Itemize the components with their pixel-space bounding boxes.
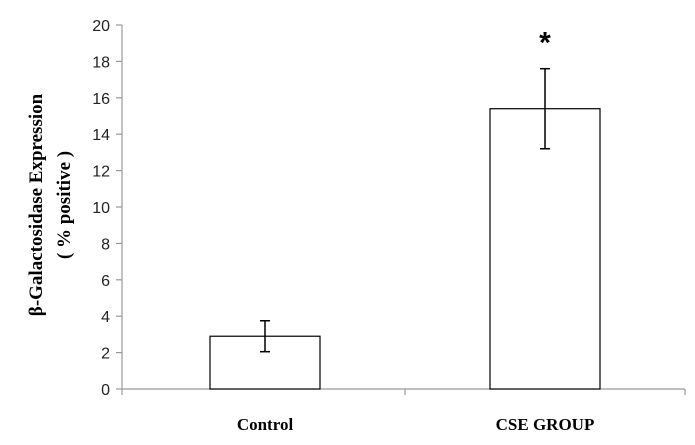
- y-tick-label: 14: [92, 127, 110, 144]
- y-axis-ticks: 0 2 4 6 8 10 12 14 16 18 20: [92, 18, 122, 399]
- error-bars: [260, 67, 550, 353]
- y-tick-label: 12: [92, 164, 110, 181]
- y-axis-label: β-Galactosidase Expression ( % positive …: [26, 93, 75, 316]
- y-tick-label: 18: [92, 54, 110, 71]
- y-tick-label: 10: [92, 200, 110, 217]
- significance-marker: *: [539, 27, 551, 60]
- y-tick-label: 0: [101, 382, 110, 399]
- y-tick-label: 16: [92, 91, 110, 108]
- y-tick-label: 20: [92, 18, 110, 35]
- x-axis-tick-labels: Control CSE GROUP: [237, 415, 595, 434]
- bars: [209, 108, 601, 390]
- y-tick-label: 2: [101, 346, 110, 363]
- x-tick-label: Control: [237, 415, 294, 434]
- y-tick-label: 8: [101, 236, 110, 253]
- bar: [209, 335, 321, 390]
- y-tick-label: 4: [101, 309, 110, 326]
- bar: [489, 108, 601, 390]
- significance-annotations: *: [539, 27, 551, 60]
- y-tick-label: 6: [101, 273, 110, 290]
- y-axis-label-line-1: β-Galactosidase Expression: [26, 93, 47, 316]
- x-tick-label: CSE GROUP: [496, 415, 595, 434]
- y-axis-label-line-2: ( % positive ): [54, 151, 75, 259]
